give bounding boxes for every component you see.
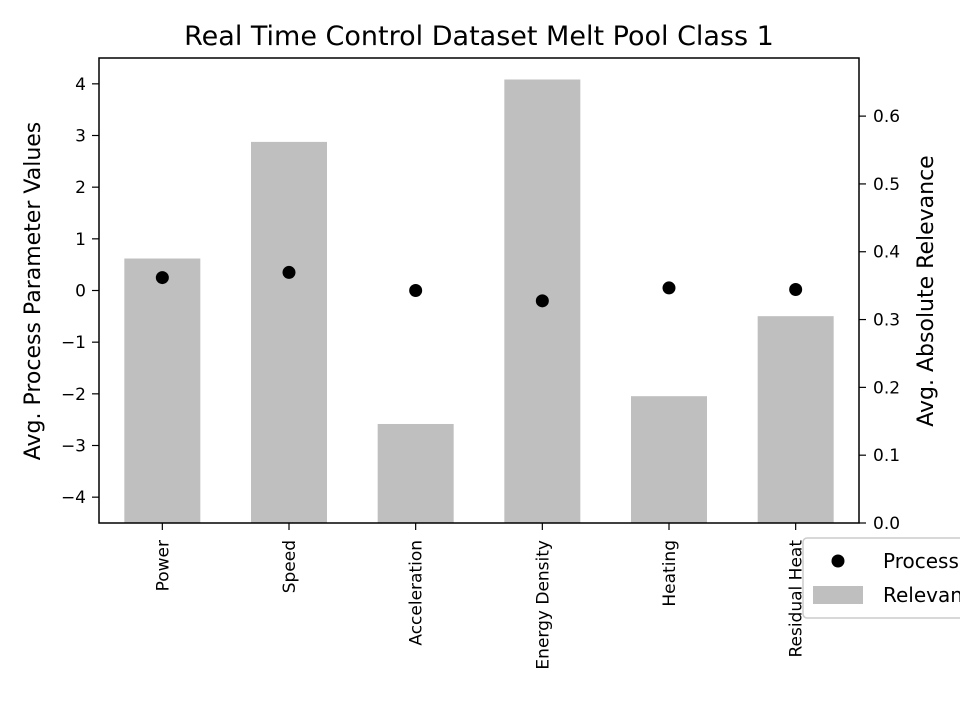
right-y-tick-label: 0.4 (873, 243, 900, 263)
plot-frame (98, 57, 860, 524)
right-y-axis-title: Avg. Absolute Relevance (914, 155, 939, 426)
x-tick-label-speed: Speed (280, 540, 300, 593)
point-residual-heat (789, 282, 803, 296)
legend-marker-process-parameters (831, 554, 845, 568)
point-heating (662, 281, 676, 295)
x-tick-label-energy-density: Energy Density (533, 540, 553, 670)
left-y-tick-label: 0 (75, 282, 86, 302)
bar-acceleration (377, 423, 454, 523)
legend-label-process-parameters: Process Parameters (883, 549, 960, 573)
left-y-tick-label: 4 (75, 75, 86, 95)
scatter-series-process-parameters (155, 265, 803, 308)
right-y-tick-label: 0.5 (873, 175, 900, 195)
right-y-tick-label: 0.6 (873, 107, 900, 127)
x-axis: Power Speed Acceleration Energy Density Heat… (153, 523, 807, 670)
chart-title: Real Time Control Dataset Melt Pool Clas… (184, 21, 774, 52)
x-tick-label-acceleration: Acceleration (407, 540, 427, 646)
left-y-tick-label: 2 (75, 178, 86, 198)
bar-heating (631, 396, 707, 523)
point-acceleration (409, 284, 423, 297)
bar-speed (251, 141, 327, 523)
left-y-tick-label: −1 (61, 333, 86, 353)
legend: Process Parameters Relevance (802, 537, 960, 619)
x-tick-label-power: Power (153, 540, 173, 591)
left-y-tick-label: −4 (61, 488, 86, 508)
right-y-tick-label: 0.1 (873, 446, 900, 466)
left-y-tick-label: 3 (75, 127, 86, 147)
point-speed (282, 265, 296, 279)
right-y-tick-label: 0.3 (873, 311, 900, 331)
left-y-axis-title: Avg. Process Parameter Values (21, 122, 46, 461)
bar-residual-heat (757, 316, 834, 523)
legend-label-relevance: Relevance (883, 583, 960, 607)
left-y-axis: −4 −3 −2 −1 0 1 2 3 4 (61, 75, 99, 508)
x-tick-label-residual-heat: Residual Heat (787, 540, 807, 658)
right-y-tick-label: 0.0 (873, 514, 900, 534)
left-y-tick-label: −2 (61, 385, 86, 405)
point-energy-density (535, 294, 549, 308)
right-y-axis: 0.0 0.1 0.2 0.3 0.4 0.5 0.6 (859, 107, 900, 534)
left-y-tick-label: −3 (61, 437, 86, 457)
point-power (155, 271, 169, 285)
x-tick-label-heating: Heating (660, 540, 680, 607)
legend-swatch-relevance (813, 586, 863, 604)
bar-power (124, 258, 201, 523)
right-y-tick-label: 0.2 (873, 378, 900, 398)
left-y-tick-label: 1 (75, 230, 86, 250)
bar-series-relevance (124, 79, 834, 523)
